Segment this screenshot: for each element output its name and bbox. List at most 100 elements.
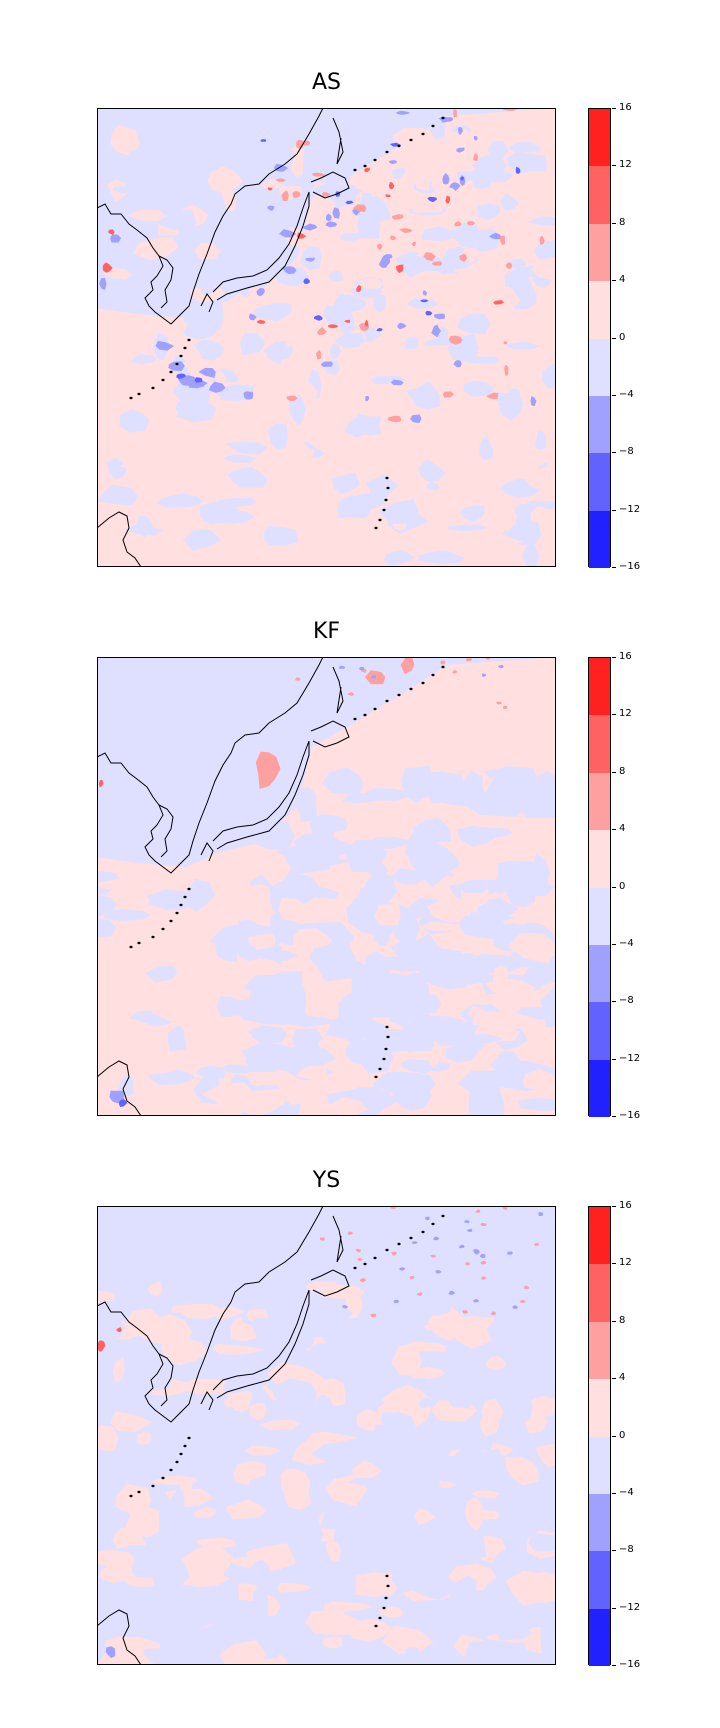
field-cell	[425, 310, 433, 316]
field-cell	[209, 381, 226, 393]
field-cell	[356, 211, 381, 239]
field-cell	[432, 1514, 476, 1527]
colorbar-tick-label: 0	[619, 1429, 626, 1441]
field-cell	[305, 257, 316, 262]
field-cell	[225, 441, 268, 455]
field-cell	[203, 505, 244, 524]
field-cell	[519, 1300, 526, 1303]
field-cell	[119, 409, 150, 433]
field-cell	[389, 235, 397, 241]
field-cell	[515, 166, 521, 174]
field-cell	[475, 1209, 481, 1213]
island-ryukyu	[183, 1444, 187, 1448]
field-cell	[231, 1557, 258, 1569]
colorbar-segment	[589, 1264, 610, 1322]
colorbar-segment	[589, 281, 610, 339]
island-ogasawara	[385, 476, 389, 480]
field-cell	[390, 867, 425, 885]
field-cell	[431, 324, 441, 338]
field-cell	[329, 342, 341, 360]
island-kuril	[353, 1266, 357, 1270]
field-cell	[103, 1317, 126, 1339]
island-kuril	[385, 699, 389, 703]
field-cell	[329, 270, 343, 282]
colorbar-segment	[589, 109, 610, 167]
colorbar-tick	[612, 1320, 616, 1322]
field-cell	[522, 1069, 556, 1090]
colorbar-segment	[589, 944, 610, 1003]
field-cell	[505, 261, 513, 270]
colorbar-tick	[612, 1058, 616, 1060]
field-cell	[258, 1552, 296, 1568]
field-cell	[389, 160, 398, 164]
field-cell	[298, 1431, 359, 1445]
field-cell	[374, 903, 401, 926]
field-cell	[131, 1564, 178, 1579]
field-cell	[321, 191, 331, 197]
field-cell	[183, 878, 215, 912]
field-cell	[355, 1248, 361, 1253]
island-kuril	[373, 1256, 377, 1260]
colorbar	[588, 108, 611, 568]
field-cell	[179, 1306, 229, 1320]
field-cell	[212, 233, 257, 246]
field-cell	[98, 779, 104, 788]
field-cell	[331, 472, 360, 494]
field-cell	[321, 361, 333, 367]
field-cell	[356, 284, 362, 293]
field-cell	[473, 1298, 479, 1303]
island-ogasawara	[382, 508, 386, 512]
field-cell	[465, 1262, 470, 1266]
field-cell	[257, 319, 266, 324]
field-cell	[284, 1518, 324, 1549]
colorbar-tick-label: 4	[619, 1372, 626, 1384]
field-cell	[112, 186, 150, 195]
field-cell	[433, 313, 446, 320]
field-cell	[371, 978, 387, 991]
field-cell	[496, 1626, 533, 1641]
field-cell	[528, 1395, 556, 1418]
island-kuril	[397, 1242, 401, 1246]
field-cell	[370, 836, 413, 849]
colorbar-tick-label: 16	[619, 651, 632, 662]
field-cell	[247, 1025, 287, 1045]
field-cell	[462, 770, 485, 810]
field-cell	[213, 1343, 264, 1355]
field-cell	[464, 1105, 501, 1116]
coastline-sakhalin	[332, 666, 344, 714]
island-ryukyu	[161, 1476, 165, 1480]
field-cell	[216, 996, 241, 1017]
field-cell	[480, 1413, 500, 1437]
coastline-korea	[158, 255, 174, 309]
field-cell	[531, 853, 550, 888]
field-cell	[483, 766, 538, 794]
field-cell	[480, 1260, 487, 1265]
field-cell	[397, 322, 407, 330]
colorbar-tick	[612, 165, 616, 167]
field-cell	[263, 525, 299, 546]
colorbar-segment	[589, 772, 610, 831]
field-cell	[359, 666, 365, 671]
colorbar-tick-label: −4	[619, 1486, 634, 1498]
field-cell	[535, 1444, 556, 1468]
field-cell	[231, 185, 253, 205]
field-cell	[261, 236, 275, 256]
field-cell	[454, 221, 462, 227]
field-cell	[309, 457, 336, 479]
field-cell	[398, 1020, 437, 1053]
field-cell	[303, 316, 325, 342]
field-cell	[262, 850, 292, 887]
field-cell	[410, 414, 422, 424]
map-plot	[97, 108, 556, 567]
field-cell	[503, 341, 508, 345]
field-cell	[409, 1366, 446, 1380]
coastline-asia	[97, 108, 324, 325]
field-cell	[534, 1243, 539, 1246]
field-cell	[469, 356, 500, 364]
field-cell	[313, 315, 323, 321]
field-cell	[359, 1525, 407, 1554]
field-cell	[401, 271, 427, 289]
field-cell	[389, 190, 421, 206]
colorbar-tick-label: −16	[619, 1110, 641, 1121]
field-cell	[305, 1281, 340, 1293]
